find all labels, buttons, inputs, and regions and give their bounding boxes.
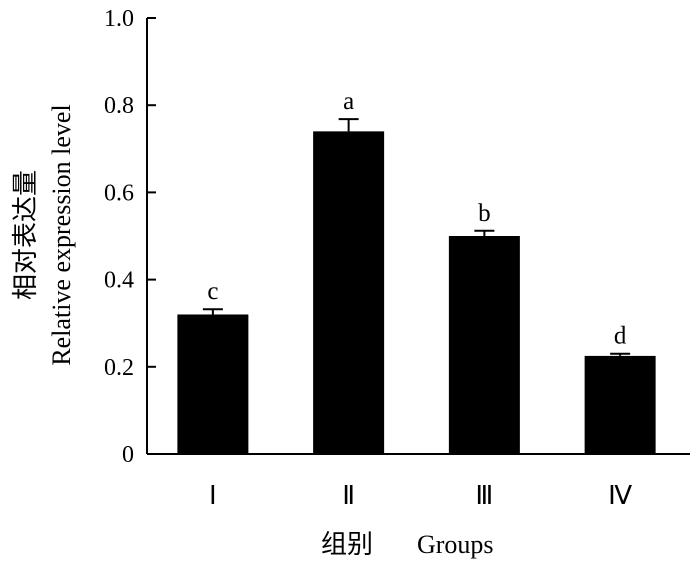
y-tick-label: 0.8 [104,93,134,119]
x-tick-label: Ⅰ [209,481,217,510]
x-axis-title-cn: 组别 [321,530,373,560]
x-tick-label: Ⅱ [342,481,355,510]
y-tick-label: 0.4 [104,268,134,294]
significance-label: c [207,278,218,305]
y-tick-label: 0.2 [104,355,134,381]
y-tick-label: 0.6 [104,180,134,206]
significance-label: a [343,88,354,115]
bar [313,131,385,455]
significance-label: d [614,323,627,350]
x-tick-label: Ⅲ [475,481,493,510]
significance-label: b [478,200,491,227]
x-axis-title-en: Groups [417,530,494,559]
y-tick-label: 0 [122,442,134,468]
y-axis-title: 相对表达量 Relative expression level [11,104,76,365]
y-axis-title-en: Relative expression level [47,104,76,365]
x-tick-label: Ⅳ [608,481,632,510]
y-tick-label: 1.0 [104,6,134,32]
y-axis-title-cn: 相对表达量 [11,170,41,300]
x-axis-title: 组别 Groups [321,530,494,560]
bar [584,355,656,454]
bar [177,314,249,454]
bar [448,236,520,454]
